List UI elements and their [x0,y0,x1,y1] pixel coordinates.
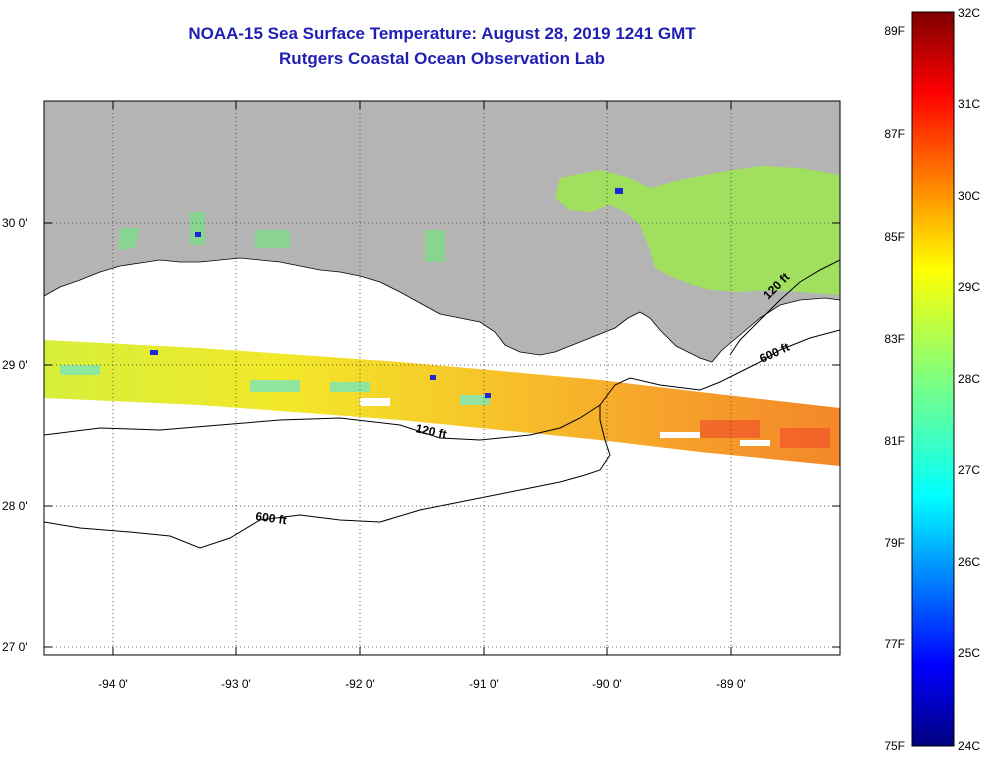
sst-cool-patches [60,365,490,405]
colorbar-f-label: 77F [884,637,905,651]
lon-label: -93 0' [221,677,251,691]
map-subtitle: Rutgers Coastal Ocean Observation Lab [279,49,605,68]
map-title: NOAA-15 Sea Surface Temperature: August … [188,24,696,43]
colorbar-fahrenheit-labels: 89F 87F 85F 83F 81F 79F 77F 75F [884,24,905,753]
sst-warm-patches [700,420,830,448]
colorbar-c-label: 27C [958,463,980,477]
colorbar-c-label: 29C [958,280,980,294]
sst-coverage-west-marsh [118,212,445,262]
lat-label: 27 0' [2,640,28,654]
colorbar-c-label: 32C [958,6,980,20]
graticule [44,101,840,655]
isobath-120ft-east [729,259,840,356]
colorbar-f-label: 85F [884,230,905,244]
colorbar-f-label: 89F [884,24,905,38]
isobath-label-600ft-west: 600 ft [255,509,288,527]
colorbar-c-label: 31C [958,97,980,111]
colorbar-f-label: 81F [884,434,905,448]
colorbar-f-label: 75F [884,739,905,753]
lat-label: 29 0' [2,358,28,372]
sst-swath [44,340,840,466]
colorbar-c-label: 24C [958,739,980,753]
sst-cloud-gaps [360,398,770,446]
axis-ticks [44,101,840,655]
colorbar-f-label: 83F [884,332,905,346]
lon-label: -92 0' [345,677,375,691]
longitude-labels: -94 0' -93 0' -92 0' -91 0' -90 0' -89 0… [98,677,746,691]
lon-label: -90 0' [592,677,622,691]
lat-label: 28 0' [2,499,28,513]
colorbar-c-label: 25C [958,646,980,660]
sst-coverage-east-nearshore [555,166,840,295]
colorbar-f-label: 87F [884,127,905,141]
latitude-labels: 30 0' 29 0' 28 0' 27 0' [2,216,28,654]
lon-label: -91 0' [469,677,499,691]
isobath-600ft-west [44,474,586,549]
lon-label: -94 0' [98,677,128,691]
isobath-label-120ft-shelf: 120 ft [414,421,448,441]
lon-label: -89 0' [716,677,746,691]
sst-cold-spots [150,188,623,398]
lat-label: 30 0' [2,216,28,230]
colorbar-c-label: 30C [958,189,980,203]
colorbar [911,11,955,747]
colorbar-celsius-labels: 32C 31C 30C 29C 28C 27C 26C 25C 24C [958,6,980,753]
isobath-120ft-shelf [44,404,601,441]
isobath-600ft-east [584,329,840,476]
colorbar-c-label: 28C [958,372,980,386]
colorbar-c-label: 26C [958,555,980,569]
colorbar-f-label: 79F [884,536,905,550]
